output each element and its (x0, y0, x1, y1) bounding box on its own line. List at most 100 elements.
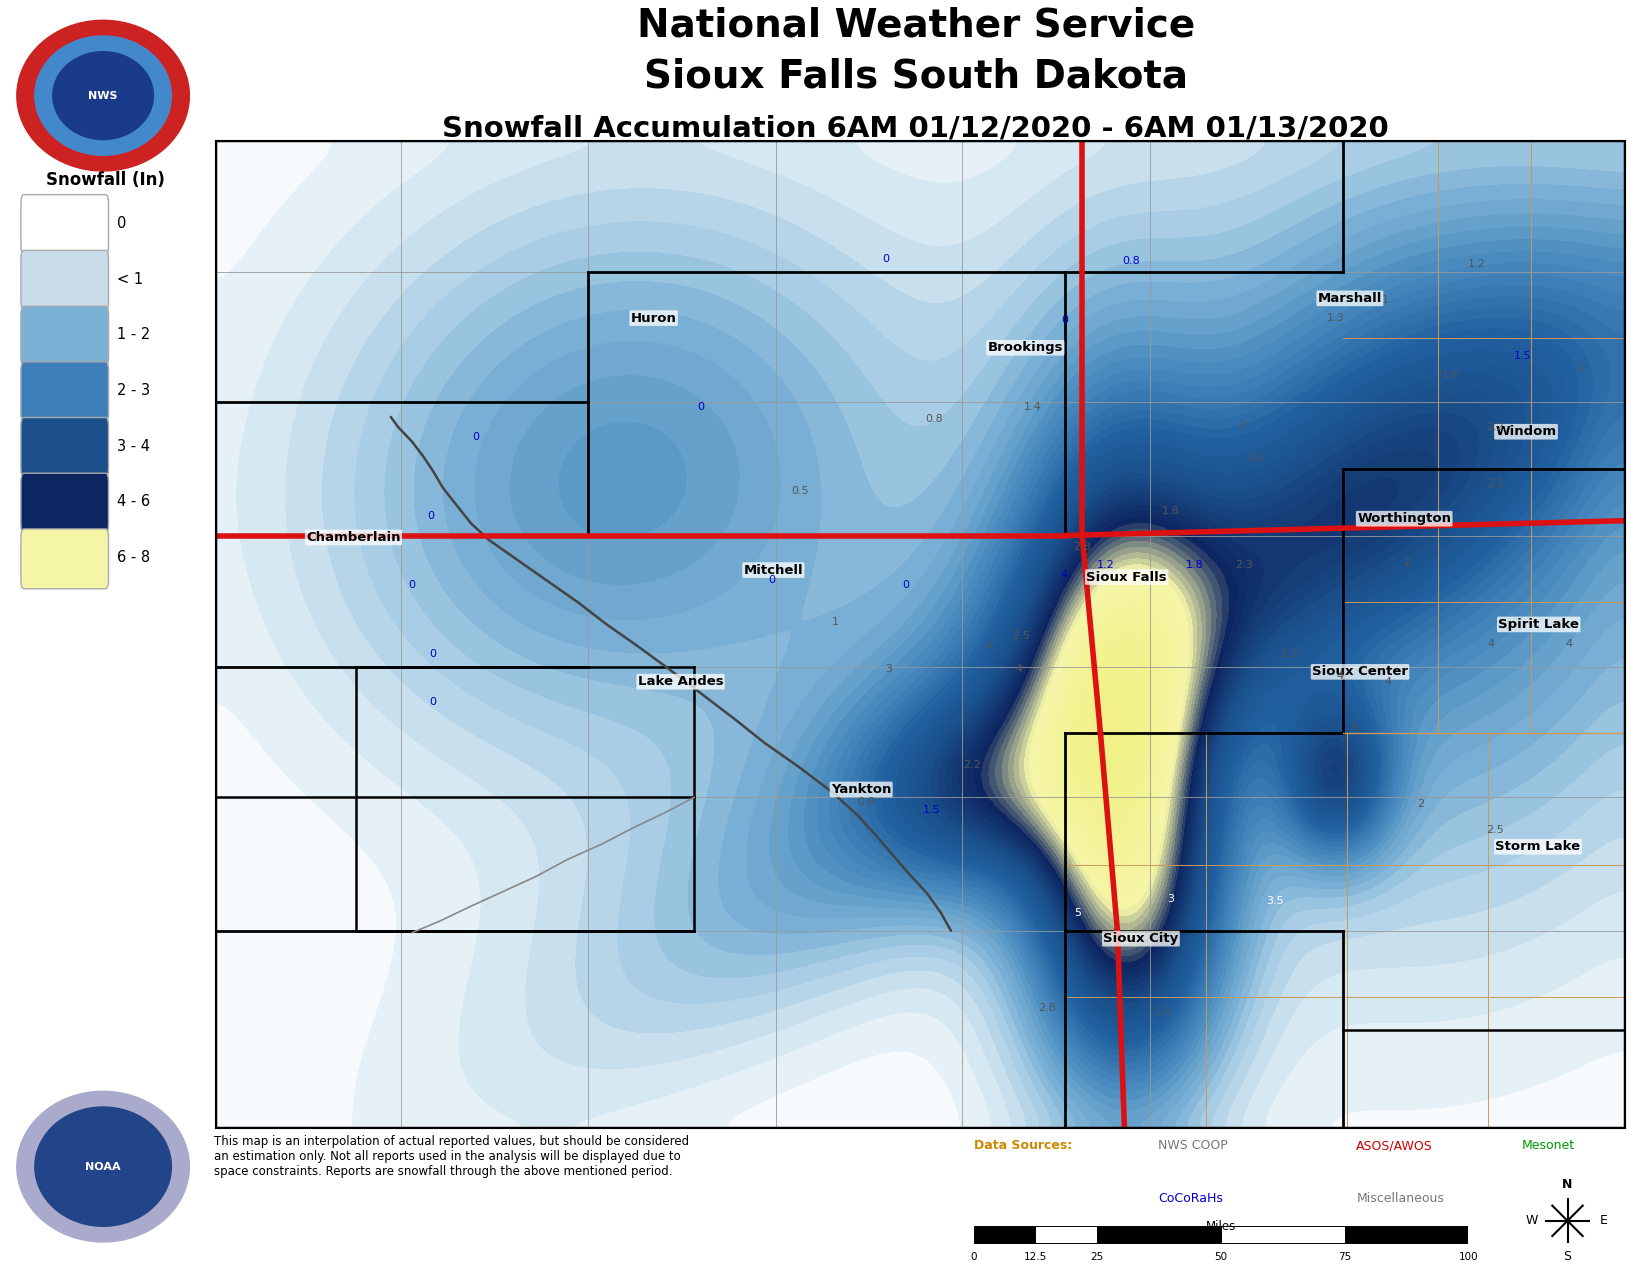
Text: NOAA: NOAA (86, 1162, 120, 1172)
Text: 2: 2 (1238, 419, 1246, 430)
Text: Sioux Falls South Dakota: Sioux Falls South Dakota (644, 57, 1188, 96)
Text: CoCoRaHs: CoCoRaHs (1158, 1192, 1223, 1205)
Text: 1.8: 1.8 (1186, 560, 1204, 570)
Text: 2.2: 2.2 (1487, 422, 1505, 432)
Text: 4 - 6: 4 - 6 (117, 495, 150, 510)
Text: Worthington: Worthington (1358, 513, 1452, 525)
Polygon shape (16, 20, 190, 171)
Text: 0: 0 (1061, 315, 1069, 325)
Text: 0: 0 (427, 511, 434, 520)
Bar (1345, 1227, 1468, 1243)
Text: 0: 0 (883, 254, 889, 264)
Text: 0: 0 (903, 580, 909, 590)
Text: 25: 25 (1091, 1252, 1104, 1262)
FancyBboxPatch shape (21, 417, 109, 477)
Text: National Weather Service: National Weather Service (637, 6, 1195, 45)
Text: 1 - 2: 1 - 2 (117, 328, 150, 342)
Text: N: N (1563, 1178, 1572, 1191)
Text: 4: 4 (1488, 639, 1495, 649)
Text: 100: 100 (1459, 1252, 1478, 1262)
Text: 2.5: 2.5 (1487, 825, 1505, 835)
Text: 6 - 8: 6 - 8 (117, 551, 150, 565)
Text: 50: 50 (1214, 1252, 1228, 1262)
Text: NWS: NWS (89, 91, 117, 101)
Text: 2: 2 (1576, 362, 1584, 372)
Text: 1.4: 1.4 (1153, 1007, 1172, 1016)
Text: W: W (1526, 1214, 1538, 1228)
Text: Snowfall (In): Snowfall (In) (46, 171, 165, 189)
Text: 1.3: 1.3 (1327, 314, 1345, 323)
Text: 0: 0 (698, 402, 705, 412)
FancyBboxPatch shape (21, 362, 109, 422)
Text: 5: 5 (1074, 908, 1081, 918)
Text: 1.2: 1.2 (1468, 259, 1487, 269)
Bar (1036, 1227, 1097, 1243)
Text: Spirit Lake: Spirit Lake (1498, 618, 1579, 631)
Polygon shape (35, 1107, 172, 1227)
Text: 1.6: 1.6 (1442, 371, 1459, 380)
Text: 12.5: 12.5 (1023, 1252, 1048, 1262)
Text: 2.5: 2.5 (1013, 631, 1030, 641)
Text: Sioux Falls: Sioux Falls (1086, 570, 1167, 584)
Text: This map is an interpolation of actual reported values, but should be considered: This map is an interpolation of actual r… (214, 1135, 690, 1178)
Text: 4: 4 (1015, 664, 1023, 674)
Text: 3.5: 3.5 (1267, 896, 1284, 907)
Text: Chamberlain: Chamberlain (307, 530, 401, 544)
Text: Sioux City: Sioux City (1104, 932, 1178, 945)
Text: 2.8: 2.8 (1038, 1003, 1056, 1012)
Text: 0.5: 0.5 (790, 486, 808, 496)
Text: Brookings: Brookings (988, 342, 1063, 354)
Polygon shape (16, 1091, 190, 1242)
Text: Mesonet: Mesonet (1521, 1140, 1574, 1153)
Text: 2: 2 (1417, 799, 1424, 810)
Text: 75: 75 (1338, 1252, 1351, 1262)
Text: E: E (1599, 1214, 1607, 1228)
Text: 4: 4 (1384, 677, 1393, 687)
Text: 2.2: 2.2 (1487, 479, 1505, 490)
Text: 0: 0 (429, 649, 437, 659)
Text: 0.8: 0.8 (1122, 256, 1140, 265)
Polygon shape (35, 36, 172, 156)
Text: ASOS/AWOS: ASOS/AWOS (1356, 1140, 1434, 1153)
Text: 1.4: 1.4 (1025, 402, 1041, 412)
Text: Huron: Huron (630, 311, 676, 325)
Text: < 1: < 1 (117, 272, 144, 287)
Text: 1: 1 (832, 617, 838, 627)
Text: 1.5: 1.5 (922, 806, 940, 815)
Text: 1.3: 1.3 (1280, 649, 1299, 659)
Text: 2.8: 2.8 (1072, 542, 1091, 552)
Text: Miles: Miles (1206, 1220, 1236, 1233)
Text: 1.2: 1.2 (1097, 560, 1115, 570)
Text: 3: 3 (1168, 894, 1175, 904)
Text: 0.8: 0.8 (858, 797, 874, 807)
Text: Sioux Center: Sioux Center (1312, 666, 1407, 678)
FancyBboxPatch shape (21, 250, 109, 310)
Text: 1: 1 (1383, 296, 1389, 305)
Text: NWS COOP: NWS COOP (1158, 1140, 1228, 1153)
Text: Lake Andes: Lake Andes (637, 676, 723, 688)
Text: Data Sources:: Data Sources: (974, 1140, 1072, 1153)
Text: 0: 0 (429, 696, 437, 706)
Text: 4: 4 (1061, 570, 1068, 580)
Bar (1221, 1227, 1345, 1243)
Bar (974, 1227, 1036, 1243)
Text: 2: 2 (1402, 558, 1411, 569)
FancyBboxPatch shape (21, 529, 109, 589)
Text: 1.5: 1.5 (1513, 351, 1531, 361)
Polygon shape (53, 52, 153, 139)
Text: Marshall: Marshall (1318, 292, 1383, 305)
Text: 2.2: 2.2 (964, 760, 982, 770)
Text: 0.8: 0.8 (926, 414, 942, 423)
Text: 0: 0 (769, 575, 776, 585)
Text: 0: 0 (117, 215, 127, 231)
Text: Yankton: Yankton (832, 783, 891, 796)
FancyBboxPatch shape (21, 306, 109, 366)
Text: Storm Lake: Storm Lake (1495, 840, 1581, 853)
Text: Snowfall Accumulation 6AM 01/12/2020 - 6AM 01/13/2020: Snowfall Accumulation 6AM 01/12/2020 - 6… (442, 115, 1389, 143)
Text: 2.5: 2.5 (1247, 454, 1264, 463)
Text: 4: 4 (1566, 639, 1572, 649)
Text: S: S (1564, 1251, 1571, 1264)
Text: Windom: Windom (1495, 426, 1556, 439)
Text: Mitchell: Mitchell (744, 564, 804, 576)
Text: 2 - 3: 2 - 3 (117, 382, 150, 398)
